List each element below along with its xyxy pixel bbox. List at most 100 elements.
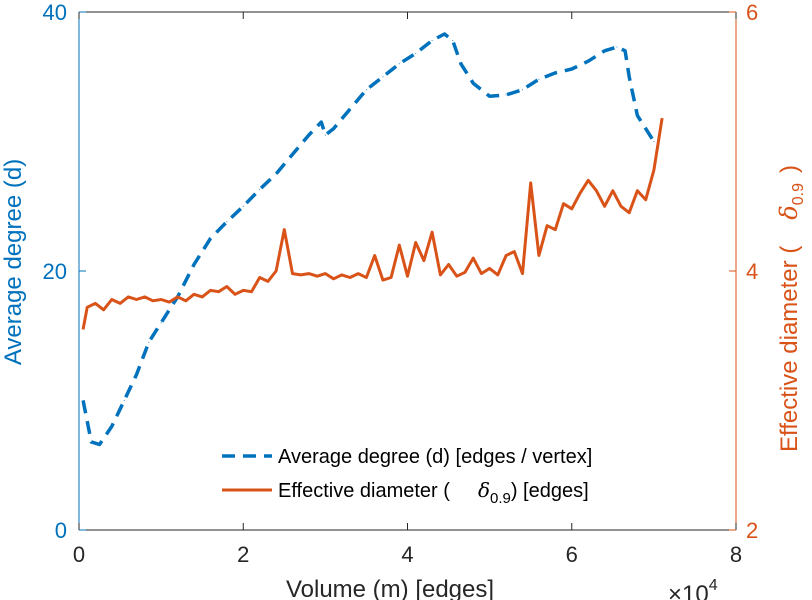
effective-diameter-point bbox=[604, 205, 606, 207]
effective-diameter-point bbox=[448, 264, 450, 265]
effective-diameter-point bbox=[538, 255, 540, 256]
effective-diameter-point bbox=[119, 302, 121, 304]
effective-diameter-point bbox=[505, 255, 507, 256]
effective-diameter-point bbox=[185, 300, 187, 302]
effective-diameter-point bbox=[390, 277, 392, 278]
effective-diameter-point bbox=[571, 208, 573, 210]
effective-diameter-point bbox=[546, 225, 548, 227]
left-tick-label: 0 bbox=[55, 518, 67, 543]
effective-diameter-point bbox=[259, 277, 261, 278]
right-tick-label: 6 bbox=[746, 0, 758, 25]
effective-diameter-point bbox=[209, 289, 211, 291]
effective-diameter-point bbox=[530, 182, 532, 184]
effective-diameter-point bbox=[242, 289, 244, 291]
average-degree-point bbox=[82, 400, 84, 401]
left-tick-label: 20 bbox=[43, 259, 67, 284]
effective-diameter-point bbox=[136, 299, 137, 300]
average-degree-point bbox=[292, 153, 293, 155]
effective-diameter-point bbox=[177, 296, 179, 298]
effective-diameter-point bbox=[612, 190, 614, 192]
effective-diameter-point bbox=[234, 293, 236, 295]
effective-diameter-point bbox=[82, 328, 84, 330]
x-tick-label: 2 bbox=[237, 542, 249, 567]
average-degree-point bbox=[398, 63, 400, 65]
x-tick-label: 8 bbox=[730, 542, 742, 567]
average-degree-point bbox=[193, 264, 195, 265]
legend-label-average-degree: Average degree (d) [edges / vertex] bbox=[278, 446, 592, 468]
legend-label-effective-diameter: Effective diameter (δ0.9) [edges] bbox=[278, 478, 589, 507]
left-tick-label: 40 bbox=[43, 0, 67, 25]
average-degree-point bbox=[538, 78, 540, 80]
effective-diameter-point bbox=[324, 273, 326, 275]
effective-diameter-point bbox=[456, 275, 458, 277]
effective-diameter-point bbox=[152, 300, 154, 302]
effective-diameter-point bbox=[415, 242, 417, 243]
average-degree-point bbox=[653, 141, 655, 142]
effective-diameter-point bbox=[226, 286, 228, 287]
average-degree-point bbox=[628, 76, 630, 78]
effective-diameter-point bbox=[267, 280, 269, 282]
average-degree-point bbox=[111, 425, 113, 427]
effective-diameter-point bbox=[423, 260, 425, 262]
average-degree-point bbox=[148, 341, 150, 343]
legend: Average degree (d) [edges / vertex] Effe… bbox=[222, 446, 592, 507]
average-degree-point bbox=[444, 33, 445, 35]
effective-diameter-point bbox=[497, 274, 499, 276]
effective-diameter-point bbox=[300, 274, 302, 276]
left-axis-ticks: 0 20 40 bbox=[43, 0, 86, 543]
effective-diameter-point bbox=[628, 212, 630, 214]
effective-diameter-point bbox=[398, 244, 400, 246]
effective-diameter-point bbox=[365, 277, 367, 278]
effective-diameter-point bbox=[636, 190, 638, 192]
average-degree-point bbox=[382, 76, 384, 78]
x-tick-label: 0 bbox=[73, 542, 85, 567]
right-axis-ticks: 2 4 6 bbox=[729, 0, 758, 543]
effective-diameter-point bbox=[103, 309, 105, 311]
effective-diameter-point bbox=[489, 267, 491, 269]
effective-diameter-points bbox=[82, 117, 663, 330]
effective-diameter-point bbox=[407, 275, 408, 277]
x-axis-exponent: ×104 bbox=[668, 577, 718, 600]
effective-diameter-point bbox=[563, 203, 564, 205]
effective-diameter-point bbox=[349, 277, 351, 278]
average-degree-point bbox=[431, 40, 433, 41]
average-degree-point bbox=[489, 95, 491, 97]
effective-diameter-point bbox=[431, 231, 433, 233]
effective-diameter-point bbox=[645, 199, 647, 201]
effective-diameter-point bbox=[341, 274, 343, 276]
average-degree-point bbox=[349, 108, 351, 110]
effective-diameter-point bbox=[308, 273, 310, 275]
effective-diameter-point bbox=[653, 169, 655, 171]
effective-diameter-point bbox=[94, 302, 96, 304]
effective-diameter-point bbox=[333, 278, 335, 280]
effective-diameter-point bbox=[513, 251, 515, 253]
x-axis-ticks: 0 2 4 6 8 bbox=[73, 12, 742, 567]
average-degree-point bbox=[259, 188, 261, 190]
average-degree-point bbox=[160, 322, 162, 324]
effective-diameter-point bbox=[579, 192, 581, 194]
effective-diameter-point bbox=[316, 275, 318, 277]
effective-diameter-point bbox=[160, 299, 162, 300]
effective-diameter-point bbox=[480, 273, 482, 275]
average-degree-point bbox=[522, 89, 523, 91]
average-degree-point bbox=[209, 238, 211, 240]
average-degree-point bbox=[415, 52, 417, 54]
average-degree-point bbox=[308, 134, 310, 136]
left-axis-title: Average degree (d) bbox=[0, 159, 27, 365]
right-tick-label: 2 bbox=[746, 518, 758, 543]
average-degree-point bbox=[324, 134, 326, 136]
effective-diameter-point bbox=[439, 274, 441, 276]
average-degree-point bbox=[123, 400, 125, 401]
average-degree-point bbox=[636, 115, 638, 117]
effective-diameter-point bbox=[111, 299, 113, 300]
average-degree-point bbox=[472, 82, 474, 84]
effective-diameter-point bbox=[251, 291, 252, 293]
effective-diameter-point bbox=[86, 306, 88, 308]
effective-diameter-point bbox=[193, 293, 195, 295]
effective-diameter-point bbox=[661, 117, 663, 119]
average-degree-point bbox=[333, 128, 335, 130]
effective-diameter-point bbox=[292, 273, 293, 275]
average-degree-point bbox=[136, 374, 137, 376]
average-degree-point bbox=[90, 441, 92, 443]
